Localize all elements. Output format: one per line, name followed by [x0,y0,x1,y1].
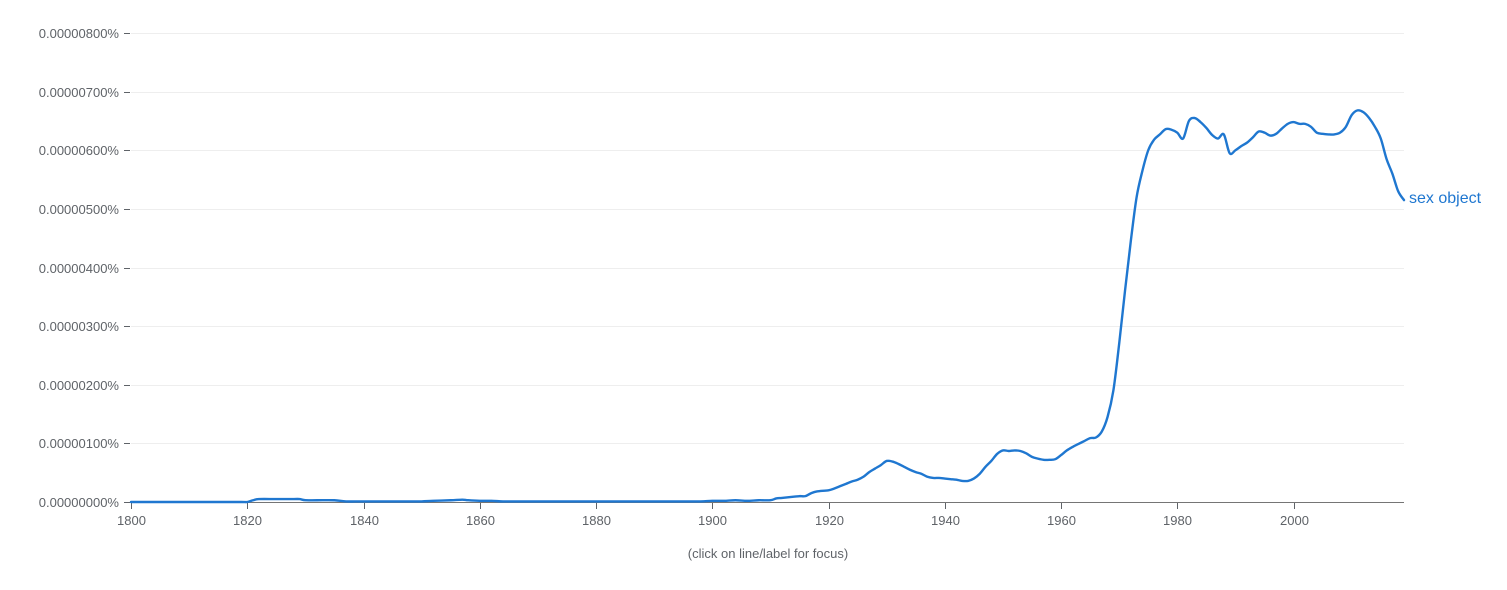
series-line-sex-object[interactable] [129,109,1406,504]
x-tick-label-10: 2000 [1280,513,1309,528]
y-tick-label-5: 0.00000500% [39,202,120,217]
y-tick-label-1: 0.00000100% [39,436,120,451]
y-tick-label-0: 0.00000000% [39,495,120,510]
y-axis: 0.00000000% 0.00000100% 0.00000200% 0.00000… [39,26,130,510]
x-tick-label-6: 1920 [815,513,844,528]
y-tick-label-6: 0.00000600% [39,143,120,158]
x-tick-label-3: 1860 [466,513,495,528]
y-tick-label-8: 0.00000800% [39,26,120,41]
x-tick-label-8: 1960 [1047,513,1076,528]
y-tick-label-7: 0.00000700% [39,85,120,100]
x-tick-label-5: 1900 [698,513,727,528]
y-tick-label-3: 0.00000300% [39,319,120,334]
y-tick-label-4: 0.00000400% [39,261,120,276]
gridlines [131,33,1404,444]
x-tick-label-1: 1820 [233,513,262,528]
series-layer[interactable] [129,109,1406,504]
x-tick-label-9: 1980 [1163,513,1192,528]
x-tick-label-4: 1880 [582,513,611,528]
focus-hint: (click on line/label for focus) [688,546,848,561]
x-tick-label-2: 1840 [350,513,379,528]
x-tick-label-0: 1800 [117,513,146,528]
x-axis: 1800 1820 1840 1860 1880 1900 1920 1940 1960 1980… [117,502,1404,528]
y-tick-label-2: 0.00000200% [39,378,120,393]
x-tick-label-7: 1940 [931,513,960,528]
series-label-sex-object[interactable]: sex object [1409,190,1482,207]
